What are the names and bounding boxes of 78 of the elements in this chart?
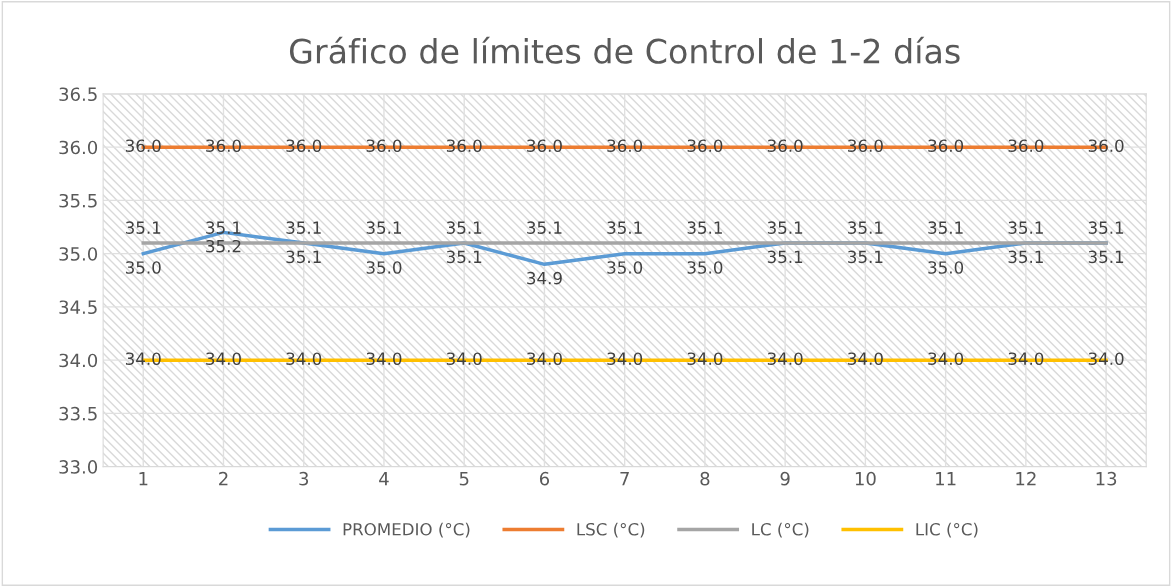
- x-tick-label: 2: [219, 471, 228, 486]
- x-tick-label: 11: [936, 472, 956, 486]
- data-label: 35.1: [286, 221, 321, 234]
- data-label: 36.0: [125, 139, 161, 153]
- x-tick-label: 10: [855, 471, 876, 486]
- data-label: 36.0: [1088, 139, 1124, 153]
- data-label: 35.1: [286, 250, 321, 264]
- data-label: 35.1: [928, 221, 963, 234]
- data-label: 36.0: [767, 139, 803, 153]
- x-tick-label: 3: [299, 471, 309, 486]
- data-label: 36.0: [527, 139, 562, 153]
- legend-label: LIC (°C): [916, 522, 978, 538]
- x-tick-label: 13: [1096, 471, 1117, 486]
- data-label: 34.0: [928, 352, 964, 365]
- data-label: 34.0: [767, 352, 803, 365]
- data-label: 34.0: [366, 352, 402, 365]
- x-tick-label: 9: [780, 471, 790, 486]
- data-label: 35.1: [607, 221, 642, 234]
- data-label: 35.1: [767, 221, 803, 234]
- data-label: 35.1: [446, 221, 482, 234]
- data-label: 34.0: [446, 352, 482, 365]
- data-label: 35.1: [366, 221, 401, 234]
- x-tick-label: 12: [1016, 471, 1036, 486]
- data-label: 35.2: [206, 239, 241, 253]
- data-label: 35.1: [527, 221, 562, 234]
- data-label: 35.0: [366, 261, 402, 274]
- data-label: 35.1: [848, 221, 883, 234]
- x-tick-label: 4: [379, 472, 389, 486]
- data-label: 35.1: [125, 221, 161, 234]
- data-label: 34.0: [206, 352, 241, 365]
- data-label: 35.1: [687, 221, 722, 234]
- legend-label: LSC (°C): [577, 522, 645, 538]
- data-label: 35.0: [125, 261, 161, 274]
- data-label: 35.1: [767, 250, 803, 264]
- chart-title: Gráfico de límites de Control de 1-2 días: [289, 36, 960, 64]
- data-label: 34.0: [286, 352, 322, 365]
- data-label: 36.0: [1008, 139, 1044, 153]
- y-tick-label: 33.0: [59, 460, 98, 474]
- data-label: 36.0: [928, 139, 964, 153]
- data-label: 34.0: [527, 352, 562, 365]
- data-label: 36.0: [366, 139, 402, 153]
- y-tick-label: 36.5: [59, 87, 97, 102]
- data-label: 34.0: [687, 352, 723, 365]
- data-label: 35.1: [848, 250, 883, 264]
- y-tick-label: 34.0: [59, 353, 98, 368]
- data-label: 35.1: [1088, 221, 1124, 234]
- y-tick-label: 34.5: [59, 300, 97, 315]
- x-tick-label: 8: [700, 471, 710, 486]
- data-label: 35.0: [687, 261, 723, 274]
- y-tick-label: 35.5: [59, 193, 97, 208]
- legend-label: PROMEDIO (°C): [343, 522, 470, 538]
- data-label: 34.0: [848, 352, 883, 365]
- y-tick-label: 36.0: [59, 140, 98, 155]
- data-label: 35.0: [607, 261, 643, 274]
- data-label: 36.0: [687, 139, 723, 153]
- x-tick-label: 7: [620, 472, 629, 486]
- data-label: 35.1: [1008, 250, 1043, 264]
- x-tick-label: 1: [139, 472, 148, 486]
- data-label: 36.0: [206, 139, 241, 153]
- data-label: 35.1: [1008, 221, 1043, 234]
- data-label: 34.0: [1008, 352, 1044, 365]
- data-label: 35.1: [206, 221, 241, 234]
- data-label: 35.1: [446, 250, 482, 264]
- data-label: 34.0: [607, 352, 643, 365]
- y-tick-label: 35.0: [59, 247, 98, 261]
- data-label: 34.0: [1088, 352, 1124, 365]
- legend-label: LC (°C): [752, 522, 809, 538]
- data-label: 35.0: [928, 261, 964, 274]
- data-label: 36.0: [446, 139, 482, 153]
- data-label: 34.9: [527, 271, 562, 285]
- data-label: 36.0: [607, 139, 643, 153]
- x-tick-label: 6: [539, 471, 550, 486]
- data-label: 36.0: [286, 139, 322, 153]
- data-label: 34.0: [125, 352, 161, 365]
- data-label: 36.0: [848, 139, 883, 153]
- y-tick-label: 33.5: [59, 406, 97, 421]
- data-label: 35.1: [1088, 250, 1124, 264]
- x-tick-label: 5: [459, 472, 469, 486]
